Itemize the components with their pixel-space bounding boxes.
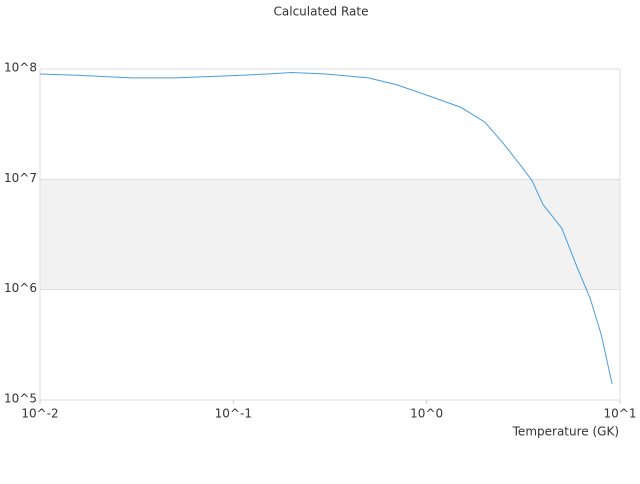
- y-tick-label: 10^8: [4, 61, 37, 75]
- x-tick-label: 10^0: [410, 407, 443, 421]
- y-tick-label: 10^6: [4, 281, 37, 295]
- band: [40, 179, 620, 290]
- y-tick-label: 10^7: [4, 171, 37, 185]
- x-tick-label: 10^-1: [215, 407, 252, 421]
- x-tick-label: 10^-2: [21, 407, 58, 421]
- bands: [40, 179, 620, 290]
- line: [39, 71, 613, 384]
- x-axis-label: Temperature (GK): [512, 425, 619, 439]
- chart-title: Calculated Rate: [274, 5, 369, 19]
- y-tick-label: 10^5: [4, 392, 37, 406]
- x-tick-label: 10^1: [604, 407, 637, 421]
